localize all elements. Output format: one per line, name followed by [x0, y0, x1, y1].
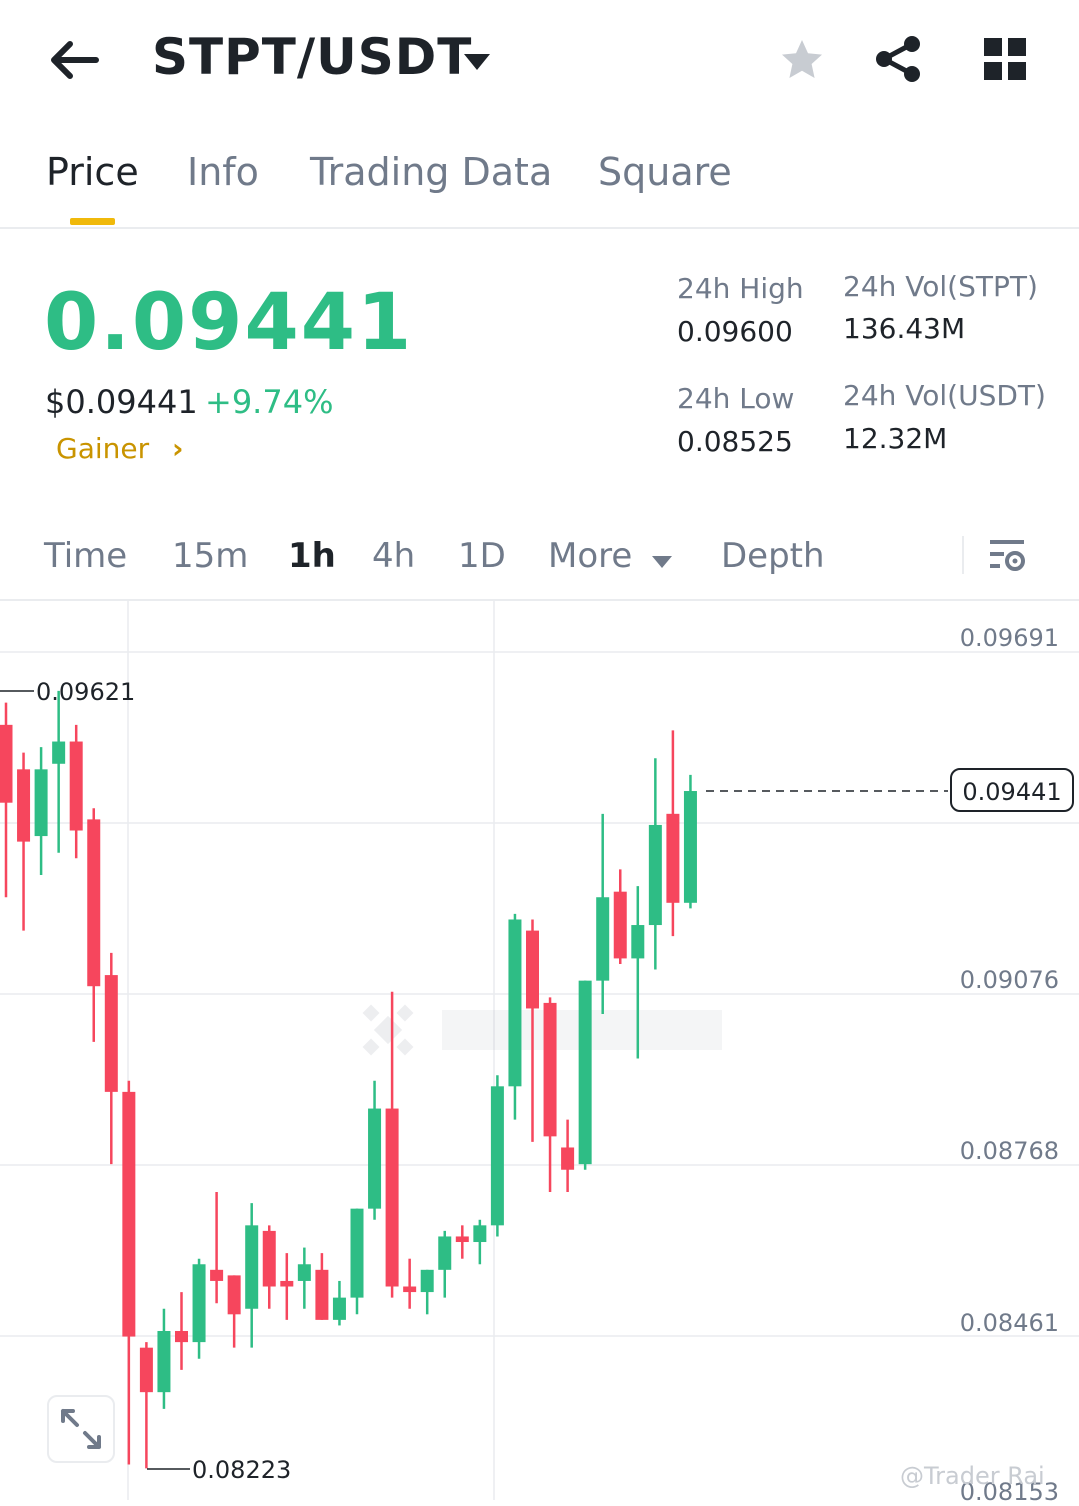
- tabs-divider: [0, 227, 1079, 229]
- timeframe-1d[interactable]: 1D: [458, 536, 506, 576]
- timeframe-4h[interactable]: 4h: [372, 536, 416, 576]
- candle-body: [508, 919, 522, 1087]
- low-value: 0.08525: [677, 425, 793, 458]
- candle-body: [52, 741, 66, 764]
- candle-body: [578, 980, 592, 1165]
- candle-body: [543, 1002, 557, 1137]
- candle-body: [315, 1269, 329, 1320]
- pair-title[interactable]: STPT/USDT: [152, 28, 473, 86]
- candle-body: [438, 1236, 452, 1270]
- price-change-percent: +9.74%: [205, 383, 334, 421]
- candlestick-chart[interactable]: [0, 601, 1079, 1500]
- vol-base-label: 24h Vol(STPT): [843, 270, 1038, 303]
- candle-body: [403, 1286, 417, 1293]
- vol-quote-value: 12.32M: [843, 422, 948, 455]
- candle-body: [87, 819, 101, 987]
- candle-body: [69, 741, 83, 831]
- usd-price: $0.09441: [45, 383, 198, 421]
- high-value: 0.09600: [677, 315, 793, 348]
- candle-body: [34, 769, 48, 837]
- y-axis-label: 0.08461: [959, 1309, 1059, 1337]
- candle-body: [192, 1264, 206, 1343]
- y-axis-label: 0.08768: [959, 1137, 1059, 1165]
- candle-body: [297, 1264, 311, 1281]
- candle-body: [262, 1230, 276, 1287]
- candle-body: [666, 813, 680, 903]
- candle-body: [175, 1330, 188, 1343]
- current-price-tag[interactable]: 0.09441: [950, 768, 1074, 812]
- candle-body: [157, 1330, 171, 1393]
- dropdown-caret-icon[interactable]: [462, 50, 492, 72]
- candle-body: [526, 930, 539, 1009]
- tab-info[interactable]: Info: [187, 150, 259, 194]
- timeframe-depth[interactable]: Depth: [721, 536, 825, 576]
- tab-price[interactable]: Price: [46, 150, 139, 194]
- candle-body: [683, 791, 697, 903]
- candle-body: [122, 1091, 136, 1337]
- timeframe-time[interactable]: Time: [44, 536, 128, 576]
- timeframe-1h[interactable]: 1h: [288, 536, 336, 576]
- vol-base-value: 136.43M: [843, 312, 966, 345]
- candle-body: [613, 891, 627, 959]
- candle-body: [648, 824, 662, 926]
- candle-body: [368, 1108, 382, 1209]
- low-marker-label: 0.08223: [192, 1456, 292, 1484]
- candle-body: [0, 724, 13, 803]
- candle-body: [631, 925, 645, 959]
- candles: [0, 690, 697, 1469]
- candle-body: [210, 1269, 224, 1281]
- back-arrow-icon[interactable]: [50, 38, 100, 82]
- y-axis-label: 0.09076: [959, 966, 1059, 994]
- gainer-tag[interactable]: Gainer ›: [56, 432, 184, 465]
- timeframe-more[interactable]: More: [548, 536, 673, 578]
- toolbar-separator: [962, 536, 964, 574]
- expand-icon: [61, 1409, 101, 1449]
- last-price: 0.09441: [44, 278, 414, 368]
- timeframe-15m[interactable]: 15m: [172, 536, 249, 576]
- toolbar-divider: [0, 599, 1079, 601]
- candle-body: [280, 1280, 294, 1287]
- high-label: 24h High: [677, 272, 804, 305]
- candle-body: [473, 1225, 487, 1243]
- tab-square[interactable]: Square: [598, 150, 732, 194]
- tab-trading-data[interactable]: Trading Data: [310, 150, 553, 194]
- chart-settings-icon[interactable]: [988, 536, 1028, 576]
- vol-quote-label: 24h Vol(USDT): [843, 379, 1046, 412]
- candle-body: [420, 1269, 434, 1293]
- candle-body: [596, 897, 610, 981]
- more-caret-icon: [651, 538, 673, 578]
- candle-body: [332, 1297, 346, 1320]
- candle-body: [104, 975, 118, 1092]
- candle-body: [17, 769, 31, 842]
- candle-body: [350, 1208, 364, 1298]
- gainer-label: Gainer: [56, 432, 150, 465]
- high-marker-label: 0.09621: [36, 678, 136, 706]
- y-axis-label: 0.09691: [959, 624, 1059, 652]
- candle-body: [385, 1108, 399, 1287]
- active-tab-indicator: [70, 218, 115, 225]
- candle-body: [245, 1225, 259, 1309]
- candle-body: [455, 1236, 469, 1243]
- more-label: More: [548, 536, 633, 576]
- low-label: 24h Low: [677, 382, 795, 415]
- share-icon[interactable]: [874, 34, 922, 84]
- fullscreen-button[interactable]: [47, 1395, 115, 1463]
- candle-body: [561, 1147, 575, 1170]
- chevron-right-icon: ›: [172, 432, 184, 465]
- grid-icon[interactable]: [984, 38, 1026, 80]
- candle-body: [139, 1347, 153, 1393]
- candle-body: [490, 1086, 504, 1226]
- star-icon[interactable]: [778, 36, 826, 84]
- user-watermark: @Trader Rai: [900, 1462, 1045, 1490]
- candle-body: [227, 1275, 241, 1315]
